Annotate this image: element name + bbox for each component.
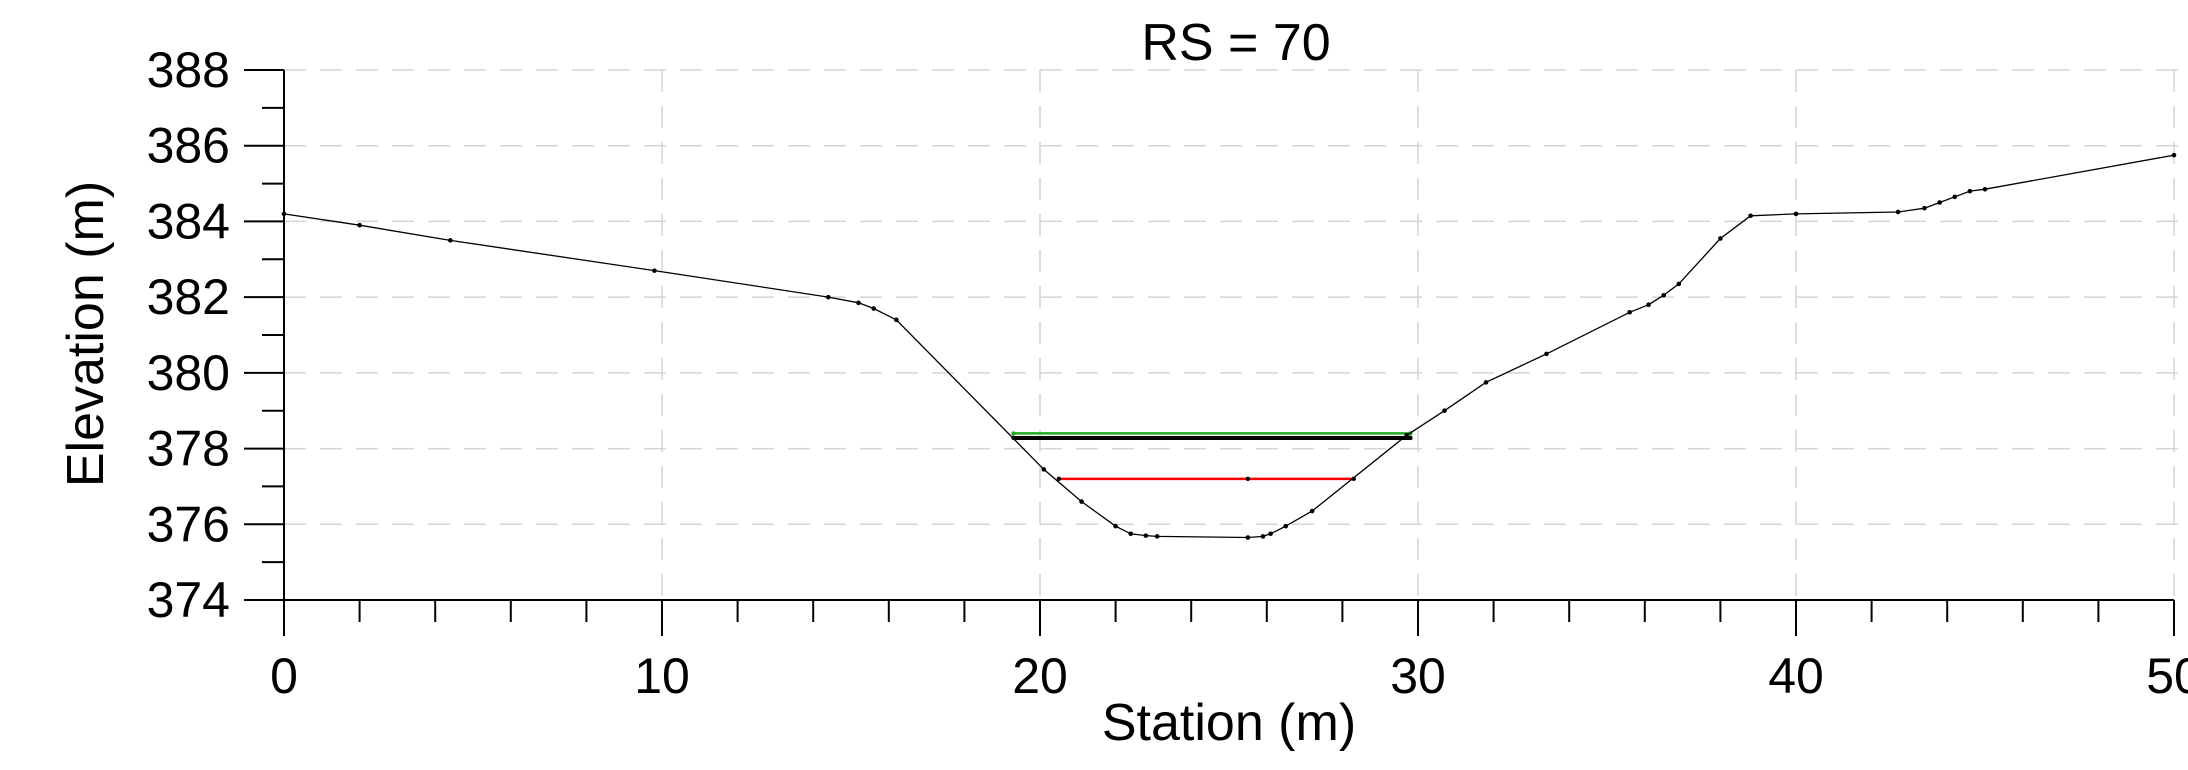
ground-point [1952,194,1958,200]
ground-point [1113,523,1118,529]
ground-point [1143,533,1149,538]
y-tick-label: 380 [147,345,230,401]
ground-point [1128,531,1134,537]
ground-point [448,238,453,243]
ground-point [1646,302,1651,308]
ground-point [1154,534,1160,539]
ground-point [1982,186,1988,192]
x-tick-label: 50 [2146,648,2188,704]
y-axis-title: Elevation (m) [57,181,115,487]
ground-point [1922,205,1927,211]
chart-title: RS = 70 [1141,14,1330,72]
series [281,152,2177,540]
ground-point [1483,380,1489,385]
ground-point [1718,236,1723,241]
ground-point [1260,534,1266,539]
axes: 374 376 378 380 382 384 386 388 0 10 20 30 40 50 [147,42,2188,704]
y-tick-label: 384 [147,193,230,249]
ground-point [1627,309,1632,315]
x-axis-title: Station (m) [1102,694,1356,752]
y-tick-label: 374 [147,572,230,628]
water-level-point [1351,476,1356,482]
y-tick-label: 376 [147,496,230,552]
water-level-point [1408,435,1413,441]
ground-point [1268,531,1273,537]
ground-profile-line [283,154,2175,539]
y-tick-label: 378 [147,421,230,477]
ground-point [856,300,861,306]
ground-point [1895,209,1901,215]
y-tick-label: 382 [147,269,230,325]
x-tick-label: 0 [270,648,298,704]
ground-point [2171,152,2177,158]
ground-point [826,294,831,300]
ground-point [1245,535,1251,540]
ground-point [1079,499,1084,504]
y-tick-label: 388 [147,42,230,98]
ground-point [357,222,362,228]
ground-point [1041,467,1047,472]
ground-point [652,268,657,273]
ground-point [894,317,899,323]
ground-point [1544,351,1549,357]
ground-point [1937,200,1942,205]
ground-point [1309,508,1315,514]
water-level-point [1011,431,1016,436]
x-tick-label: 10 [634,648,690,704]
x-tick-label: 40 [1768,648,1824,704]
x-tick-label: 30 [1390,648,1446,704]
ground-point [871,306,876,311]
ground-point [1442,408,1447,414]
x-tick-label: 20 [1012,648,1068,704]
water-level-point [1056,476,1062,482]
ground-point [1967,188,1973,194]
y-tick-label: 386 [147,118,230,174]
water-level-point [1245,476,1251,482]
ground-point [1748,213,1753,219]
ground-point [1661,292,1666,298]
ground-point [1283,523,1288,529]
grid [284,69,2188,600]
ground-point [1676,281,1682,287]
ground-point [1793,211,1799,217]
ground-point [1404,433,1409,438]
ground-point [281,211,287,217]
